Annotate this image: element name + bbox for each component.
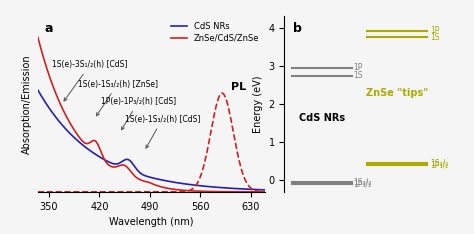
Text: ZnSe "tips": ZnSe "tips" [366,88,428,99]
Y-axis label: Absorption/Emission: Absorption/Emission [22,54,32,154]
Text: 1S(e)-1S₃/₂(h) [ZnSe]: 1S(e)-1S₃/₂(h) [ZnSe] [78,80,158,116]
CdS NRs [263,189,268,191]
Line: ZnSe/CdS/ZnSe: ZnSe/CdS/ZnSe [38,37,265,192]
Text: 1P₃/₂: 1P₃/₂ [354,180,372,189]
Text: PL: PL [231,82,246,92]
CdS NRs [212,186,218,189]
CdS NRs [35,89,41,91]
X-axis label: Wavelength (nm): Wavelength (nm) [109,217,194,227]
Text: b: b [293,22,302,35]
Text: 1P(e)-1P₃/₂(h) [CdS]: 1P(e)-1P₃/₂(h) [CdS] [101,97,176,130]
CdS NRs [217,186,222,189]
Text: 1S(e)-1S₃/₂(h) [CdS]: 1S(e)-1S₃/₂(h) [CdS] [125,115,200,148]
Text: a: a [45,22,53,35]
Text: 1S(e)-3S₁/₂(h) [CdS]: 1S(e)-3S₁/₂(h) [CdS] [52,60,128,101]
Text: 1S: 1S [354,71,363,80]
CdS NRs [191,184,197,186]
Text: 1S₃/₂: 1S₃/₂ [354,177,372,186]
ZnSe/CdS/ZnSe [58,104,64,107]
ZnSe/CdS/ZnSe [263,190,268,193]
Text: 1P: 1P [430,26,439,35]
Text: 1P: 1P [354,63,363,72]
CdS NRs [135,170,141,172]
Line: CdS NRs: CdS NRs [38,90,265,190]
CdS NRs [58,122,64,125]
Text: 1P₃/₂: 1P₃/₂ [430,161,448,170]
ZnSe/CdS/ZnSe [35,36,41,39]
Text: CdS NRs: CdS NRs [299,113,345,123]
ZnSe/CdS/ZnSe [191,190,197,192]
CdS NRs [127,159,133,162]
ZnSe/CdS/ZnSe [217,190,222,193]
ZnSe/CdS/ZnSe [135,177,141,180]
ZnSe/CdS/ZnSe [212,190,218,193]
Y-axis label: Energy (eV): Energy (eV) [253,75,263,133]
ZnSe/CdS/ZnSe [127,169,133,172]
Text: 1S: 1S [430,33,439,42]
Text: 1S₃/₂: 1S₃/₂ [430,158,448,167]
Legend: CdS NRs, ZnSe/CdS/ZnSe: CdS NRs, ZnSe/CdS/ZnSe [169,21,261,44]
